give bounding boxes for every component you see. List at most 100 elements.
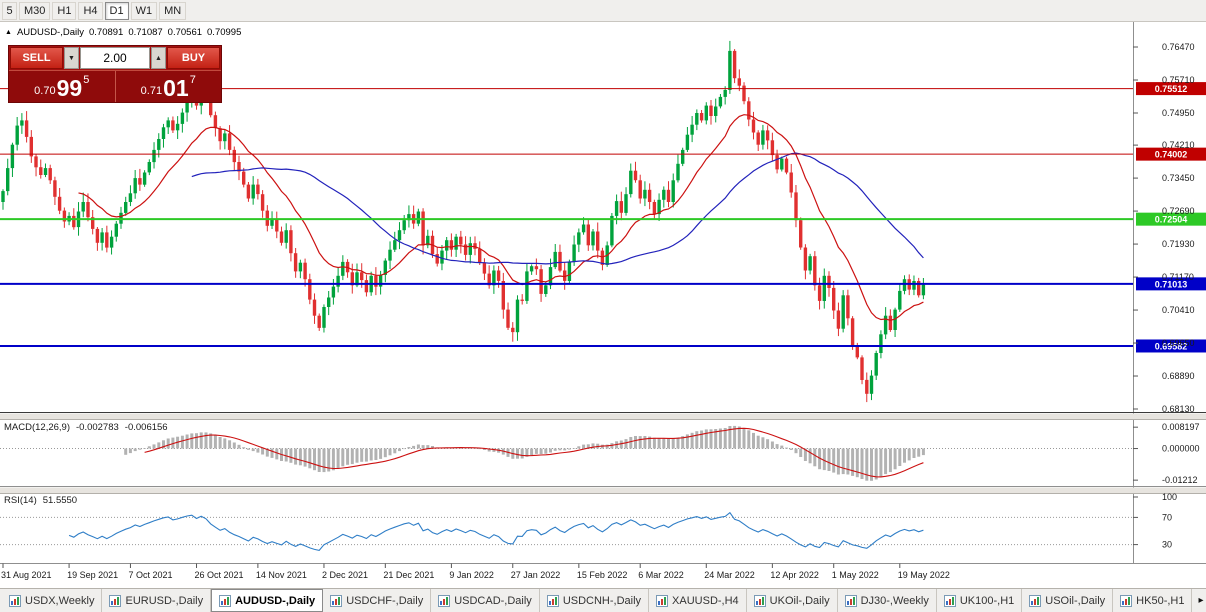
chart-tab-icon [109,594,122,607]
macd-panel-label: MACD(12,26,9) -0.002783 -0.006156 [4,422,168,433]
chart-tab-label: UKOil-,Daily [769,594,830,607]
chart-tab-dj30-weekly[interactable]: DJ30-,Weekly [838,589,937,612]
timeframe-button-h4[interactable]: H4 [78,1,103,20]
chart-tab-label: USDCHF-,Daily [346,594,424,607]
buy-price[interactable]: 0.71 01 7 [114,71,222,102]
ohlc-low-value: 0.70561 [167,27,203,38]
svg-text:15 Feb 2022: 15 Feb 2022 [577,570,628,580]
svg-text:27 Jan 2022: 27 Jan 2022 [511,570,561,580]
time-axis: 31 Aug 2021 19 Sep 2021 7 Oct 2021 26 Oct 2… [1,563,950,580]
chart-background [0,22,1206,588]
chart-tab-usdx-weekly[interactable]: USDX,Weekly [2,589,103,612]
timeframe-toolbar: 5 M30 H1 H4 D1 W1 MN [0,0,1206,22]
chart-tab-xauusd-h4[interactable]: XAUUSD-,H4 [649,589,747,612]
panel-frames [0,412,1206,564]
price-axis: 0.76470 0.75710 0.74950 0.74210 0.73450 0.726… [1133,22,1195,563]
chart-tab-icon [9,594,21,607]
rsi-layer: 100 70 30 [0,492,1177,552]
timeframe-button-5[interactable]: 5 [2,1,17,20]
chart-tab-audusd-daily[interactable]: AUDUSD-,Daily [211,589,324,612]
tabbar-more-button[interactable]: ▸ [1192,589,1206,612]
rsi-panel-label: RSI(14) 51.5550 [4,495,77,506]
svg-text:0.69582: 0.69582 [1155,341,1188,351]
sell-button[interactable]: SELL [10,47,63,69]
svg-text:0.008197: 0.008197 [1162,422,1200,432]
svg-text:70: 70 [1162,512,1172,522]
chart-tabbar: USDX,Weekly EURUSD-,Daily AUDUSD-,Daily USD… [0,588,1206,612]
svg-text:26 Oct 2021: 26 Oct 2021 [195,570,244,580]
lot-size-input[interactable] [80,47,150,69]
svg-text:0.72504: 0.72504 [1155,215,1188,225]
timeframe-button-w1[interactable]: W1 [130,1,158,20]
svg-text:0.68890: 0.68890 [1162,371,1195,381]
chart-tab-usdchf-daily[interactable]: USDCHF-,Daily [323,589,432,612]
svg-text:0.71170: 0.71170 [1162,272,1194,282]
ohlc-high-value: 0.71087 [128,27,163,38]
sell-price[interactable]: 0.70 99 5 [9,71,115,102]
svg-text:0.68130: 0.68130 [1162,404,1195,414]
sell-price-big: 99 [56,75,83,102]
chart-tab-label: USOil-,Daily [1045,594,1106,607]
svg-text:0.71930: 0.71930 [1162,239,1195,249]
chart-tab-eurusd-daily[interactable]: EURUSD-,Daily [102,589,212,612]
chart-tab-ukoil-daily[interactable]: UKOil-,Daily [747,589,838,612]
chart-tab-usdcnh-daily[interactable]: USDCNH-,Daily [540,589,650,612]
right-arrow-icon: ▸ [1198,595,1204,606]
sell-price-prefix: 0.70 [34,85,56,97]
trade-prices-row: 0.70 99 5 0.71 01 7 [9,70,221,102]
svg-text:0.75512: 0.75512 [1155,84,1188,94]
buy-button[interactable]: BUY [167,47,220,69]
svg-text:31 Aug 2021: 31 Aug 2021 [1,570,52,580]
buy-price-big: 01 [163,75,189,102]
chart-canvas[interactable]: 0.755120.740020.725040.710130.695820.764… [0,22,1206,588]
chart-tab-label: USDCAD-,Daily [454,594,532,607]
buy-price-prefix: 0.71 [140,85,163,97]
svg-text:9 Jan 2022: 9 Jan 2022 [449,570,494,580]
timeframe-buttons: 5 M30 H1 H4 D1 W1 MN [0,1,187,20]
svg-text:-0.01212: -0.01212 [1162,475,1198,485]
macd-main-value: -0.002783 [76,422,119,433]
macd-layer: 0.008197 0.000000 -0.01212 [0,422,1200,485]
symbol-marker-icon: ▲ [5,29,12,36]
chart-tab-usdcad-daily[interactable]: USDCAD-,Daily [431,589,540,612]
ohlc-open-value: 0.70891 [88,27,124,38]
horizontal-levels-layer: 0.75512 0.74002 0.72504 0.71013 0.69582 [0,82,1206,353]
chart-tab-label: USDCNH-,Daily [562,594,642,607]
svg-text:0.74002: 0.74002 [1155,150,1188,160]
timeframe-button-d1[interactable]: D1 [104,1,129,20]
svg-text:0.73450: 0.73450 [1162,173,1195,183]
svg-text:0.72690: 0.72690 [1162,206,1195,216]
timeframe-button-mn[interactable]: MN [159,1,187,20]
svg-text:7 Oct 2021: 7 Oct 2021 [128,570,172,580]
chart-ohlc-header: ▲ AUDUSD-,Daily 0.70891 0.71087 0.70561 … [5,27,241,38]
timeframe-button-m30[interactable]: M30 [19,1,51,20]
rsi-title: RSI(14) [4,495,37,506]
chart-tab-hk50-h1[interactable]: HK50-,H1 [1113,589,1193,612]
chart-tab-usoil-daily[interactable]: USOil-,Daily [1022,589,1114,612]
chart-tab-icon [844,594,857,607]
chevron-up-icon: ▲ [155,54,162,62]
chart-tab-label: UK100-,H1 [959,594,1015,607]
sell-price-pip: 5 [83,74,90,86]
chart-tab-label: USDX,Weekly [25,594,95,607]
chart-tab-icon [330,594,343,607]
chevron-down-icon: ▼ [68,54,75,62]
trade-buttons-row: SELL ▼ ▲ BUY [9,46,221,70]
chart-tab-label: EURUSD-,Daily [125,594,204,607]
lot-increase-button[interactable]: ▲ [151,47,166,69]
svg-text:0.74950: 0.74950 [1162,108,1195,118]
svg-text:0.74210: 0.74210 [1162,140,1195,150]
svg-text:14 Nov 2021: 14 Nov 2021 [256,570,307,580]
timeframe-button-h1[interactable]: H1 [52,1,77,20]
ohlc-close-value: 0.70995 [207,27,242,38]
chart-tab-icon [1120,594,1133,607]
rsi-value: 51.5550 [42,495,78,506]
chart-tab-icon [1029,594,1042,607]
one-click-trading-panel: SELL ▼ ▲ BUY 0.70 99 5 0.71 01 7 [8,45,222,103]
svg-text:100: 100 [1162,492,1177,502]
lot-decrease-button[interactable]: ▼ [64,47,79,69]
svg-text:21 Dec 2021: 21 Dec 2021 [383,570,434,580]
svg-text:6 Mar 2022: 6 Mar 2022 [638,570,684,580]
chart-tab-uk100-h1[interactable]: UK100-,H1 [937,589,1023,612]
